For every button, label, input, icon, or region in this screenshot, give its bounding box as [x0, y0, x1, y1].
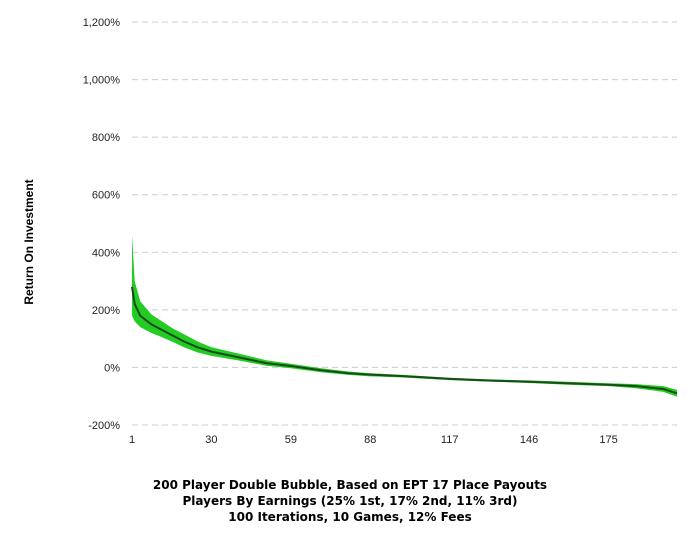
- y-tick-label: 600%: [92, 190, 120, 202]
- x-tick-label: 175: [599, 434, 617, 446]
- x-tick-label: 146: [520, 434, 538, 446]
- gridlines: [132, 21, 677, 426]
- roi-mean-line: [131, 286, 678, 395]
- x-tick-label: 59: [285, 434, 297, 446]
- x-tick-label: 117: [441, 434, 459, 446]
- y-tick-label: -200%: [88, 420, 120, 432]
- x-tick-label: 1: [129, 434, 135, 446]
- y-tick-label: 1,200%: [83, 17, 121, 29]
- y-tick-label: 800%: [92, 132, 120, 144]
- caption-line-3: 100 Iterations, 10 Games, 12% Fees: [228, 510, 472, 524]
- y-tick-label: 1,000%: [83, 75, 121, 87]
- y-axis-title: Return On Investment: [22, 179, 36, 304]
- caption-line-1: 200 Player Double Bubble, Based on EPT 1…: [152, 478, 548, 492]
- caption-line-2: Players By Earnings (25% 1st, 17% 2nd, 1…: [182, 494, 518, 508]
- y-tick-label: 400%: [92, 247, 120, 259]
- y-tick-label: 0%: [104, 362, 120, 374]
- y-axis-ticks: 1,200% 1,000% 800% 600% 400% 200% 0% -200%: [83, 17, 121, 432]
- x-tick-label: 30: [205, 434, 217, 446]
- x-tick-label: 88: [364, 434, 376, 446]
- plot-area: [131, 235, 678, 397]
- roi-confidence-band: [132, 235, 677, 397]
- y-tick-label: 200%: [92, 305, 120, 317]
- x-axis-ticks: 1 30 59 88 117 146 175: [129, 434, 618, 446]
